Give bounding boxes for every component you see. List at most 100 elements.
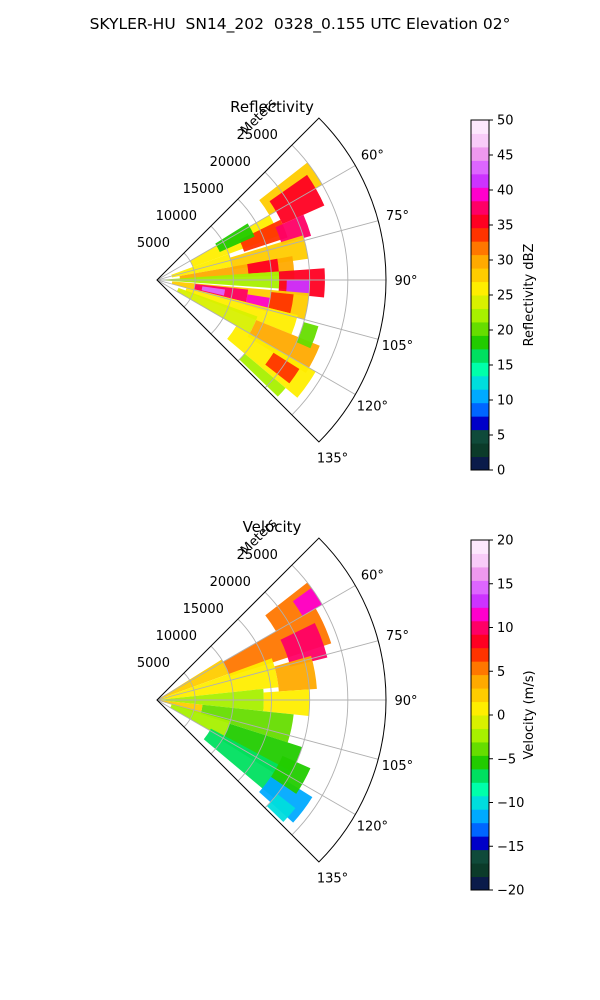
colorbar-tick-label: 5	[497, 665, 505, 680]
colorbar-tick-label: −15	[497, 840, 524, 855]
colorbar-segment	[471, 607, 489, 622]
angular-gridline	[156, 585, 356, 701]
angle-tick-label: 120°	[357, 400, 388, 415]
angle-tick-label: 135°	[317, 871, 348, 886]
data-cell	[201, 286, 226, 296]
angular-gridline	[156, 640, 379, 701]
colorbar-segment	[471, 849, 489, 864]
colorbar-tick-label: 5	[497, 429, 505, 444]
panel-title: Reflectivity	[230, 98, 314, 116]
data-cell	[265, 352, 300, 384]
angular-gridline	[156, 165, 356, 281]
panel-title: Velocity	[243, 518, 302, 536]
colorbar-tick-label: 45	[497, 149, 514, 164]
colorbar-tick-label: 20	[497, 324, 514, 339]
colorbar-segment	[471, 876, 489, 891]
colorbar-tick-label: 10	[497, 621, 514, 636]
colorbar-tick-label: 50	[497, 114, 514, 129]
colorbar-tick-label: −5	[497, 752, 516, 767]
colorbar-tick-label: 25	[497, 289, 514, 304]
colorbar-segment	[471, 254, 489, 269]
angular-gridline	[156, 279, 379, 340]
colorbar-segment	[471, 768, 489, 783]
colorbar-tick-label: 0	[497, 464, 505, 479]
data-cell	[280, 623, 328, 667]
colorbar-tick-label: 10	[497, 394, 514, 409]
data-cell	[263, 689, 310, 716]
colorbar: 0 5 10 15 20 25 30 35 40 45 50 Reflectivity dBZ	[470, 114, 537, 479]
angle-tick-label: 105°	[382, 339, 413, 354]
data-cell	[274, 655, 317, 692]
colorbar-segment	[471, 647, 489, 662]
data-cell	[239, 219, 288, 252]
radial-tick-label: 15000	[183, 602, 224, 617]
colorbar-segment	[471, 863, 489, 878]
colorbar-segment	[471, 200, 489, 215]
polar-frame	[156, 117, 387, 443]
colorbar-segment	[471, 375, 489, 390]
colorbar-segment	[471, 120, 489, 134]
radial-tick-label: 15000	[183, 182, 224, 197]
radial-tick-label: 20000	[210, 575, 251, 590]
colorbar-segment	[471, 728, 489, 743]
radial-tick-label: 10000	[156, 209, 197, 224]
colorbar-segment	[471, 214, 489, 229]
angle-tick-label: 60°	[361, 149, 384, 164]
angle-tick-label: 120°	[357, 820, 388, 835]
colorbar-segment	[471, 227, 489, 242]
angular-gridline	[156, 220, 379, 281]
colorbar-segment	[471, 755, 489, 770]
colorbar-segment	[471, 701, 489, 716]
data-cell	[170, 704, 231, 739]
radial-tick-label: 25000	[237, 548, 278, 563]
angle-tick-label: 90°	[394, 694, 417, 709]
colorbar-tick-label: 0	[497, 709, 505, 724]
angle-tick-label: 90°	[394, 274, 417, 289]
colorbar-tick-label: 35	[497, 219, 514, 234]
colorbar-segment	[471, 715, 489, 729]
angular-gridline	[156, 279, 356, 395]
data-cell	[268, 291, 294, 314]
colorbar-segment	[471, 593, 489, 608]
colorbar-segment	[471, 160, 489, 175]
angular-gridline	[156, 699, 379, 760]
data-cell	[247, 320, 320, 374]
colorbar: −20 −15 −10 −5 0 5 10 15 20 Velocity (m/s)	[470, 534, 537, 899]
angle-tick-label: 75°	[386, 629, 409, 644]
colorbar-segment	[471, 661, 489, 676]
data-cell	[239, 353, 286, 397]
figure-title: SKYLER-HU SN14_202 0328_0.155 UTC Elevat…	[89, 15, 511, 33]
radial-tick-label: 25000	[237, 128, 278, 143]
colorbar-segment	[471, 308, 489, 323]
colorbar-segment	[471, 295, 489, 309]
colorbar-segment	[471, 634, 489, 649]
polar-frame	[156, 537, 387, 863]
angle-tick-label: 60°	[361, 569, 384, 584]
colorbar-segment	[471, 402, 489, 417]
colorbar-segment	[471, 580, 489, 595]
data-cell	[223, 608, 332, 677]
colorbar-segment	[471, 348, 489, 363]
colorbar-segment	[471, 429, 489, 444]
colorbar-tick-label: 40	[497, 184, 514, 199]
radial-tick-label: 20000	[210, 155, 251, 170]
angle-tick-label: 135°	[317, 451, 348, 466]
data-cell	[259, 772, 313, 823]
data-cell	[157, 658, 279, 700]
colorbar-segment	[471, 822, 489, 837]
colorbar-label: Reflectivity dBZ	[522, 244, 537, 347]
colorbar-segment	[471, 688, 489, 703]
colorbar-segment	[471, 795, 489, 810]
colorbar-tick-label: 30	[497, 254, 514, 269]
colorbar-segment	[471, 389, 489, 404]
colorbar-segment	[471, 133, 489, 148]
data-cell	[266, 793, 296, 822]
colorbar-segment	[471, 335, 489, 350]
colorbar-label: Velocity (m/s)	[522, 670, 537, 759]
data-cell	[292, 587, 323, 617]
colorbar-segment	[471, 809, 489, 824]
colorbar-segment	[471, 836, 489, 851]
colorbar-segment	[471, 540, 489, 554]
angle-tick-label: 105°	[382, 759, 413, 774]
colorbar-segment	[471, 674, 489, 689]
